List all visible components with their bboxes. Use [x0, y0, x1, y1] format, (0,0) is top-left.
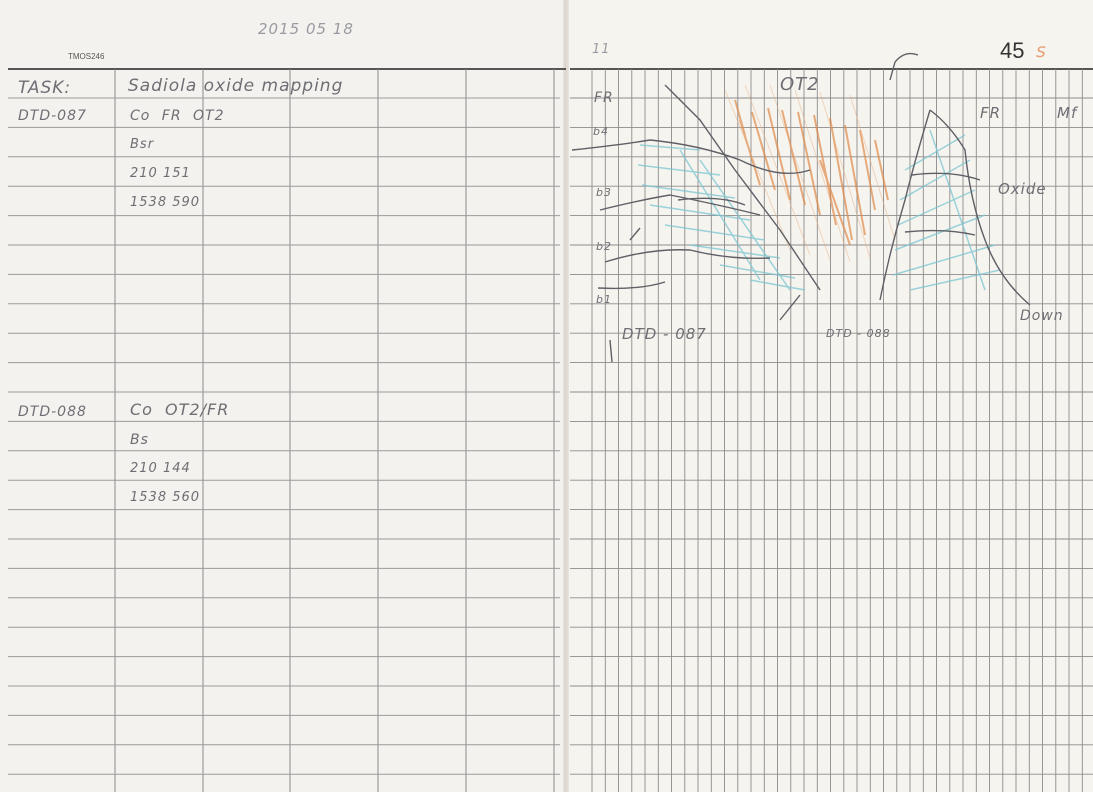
sketch-label-oxide: Oxide	[998, 180, 1047, 198]
hole-id-1: DTD-087	[18, 108, 87, 124]
task-text: Sadiola oxide mapping	[128, 76, 344, 96]
orange-oxide-zone	[734, 99, 889, 246]
right-page	[566, 0, 1093, 792]
entry-1-type: Bsr	[130, 137, 155, 152]
cyan-zone-right	[892, 129, 1001, 291]
entry-1-zones: Co FR OT2	[130, 108, 225, 124]
cyan-zone-left	[637, 144, 806, 291]
bench-label-b1: b1	[596, 293, 612, 306]
entry-2-type: Bs	[130, 432, 149, 448]
entry-2-zones: Co OT2/FR	[130, 400, 230, 419]
bench-label-b2: b2	[596, 240, 612, 253]
page-suffix: s	[1036, 40, 1047, 62]
entry-1-easting: 210 151	[130, 166, 191, 181]
entry-1-northing: 1538 590	[130, 195, 201, 210]
sketch-hole-087: DTD - 087	[622, 325, 707, 343]
sketch-label-mf: Mf	[1057, 104, 1078, 122]
date-stamp: 2015 05 18	[258, 20, 354, 38]
bench-label-b3: b3	[596, 186, 612, 199]
hole-id-2: DTD-088	[18, 404, 87, 420]
task-label: TASK:	[18, 78, 72, 98]
left-page-ruling	[8, 68, 566, 792]
bench-label-b4: b4	[593, 125, 609, 138]
entry-2-easting: 210 144	[130, 461, 191, 476]
left-page	[0, 0, 566, 792]
sketch-label-down: Down	[1020, 308, 1064, 324]
page-number: 45	[1000, 38, 1025, 63]
sketch-label-fr-left: FR	[594, 90, 614, 106]
sketch-hole-088: DTD - 088	[826, 327, 891, 340]
notebook-code: TMOS246	[68, 52, 105, 61]
notebook-spine	[563, 0, 569, 792]
entry-2-northing: 1538 560	[130, 490, 201, 505]
sketch-label-fr-right: FR	[980, 104, 1002, 122]
margin-mark: 11	[592, 42, 611, 57]
sketch-label-ot2: OT2	[780, 74, 820, 95]
